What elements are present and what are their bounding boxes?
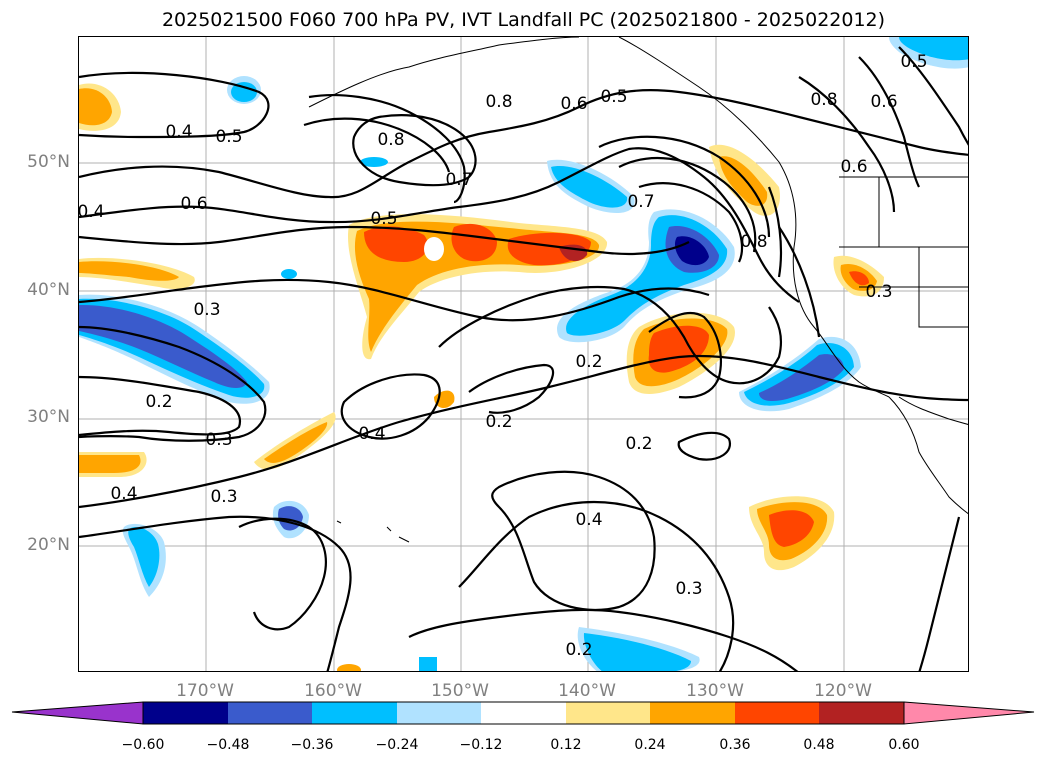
colorbar-tick-label: 0.24 bbox=[634, 737, 666, 753]
colorbar-segment bbox=[650, 702, 735, 724]
colorbar-segment bbox=[143, 702, 228, 724]
contour-label: 0.3 bbox=[205, 430, 232, 450]
colorbar-segment bbox=[397, 702, 481, 724]
colorbar-segment bbox=[481, 702, 566, 724]
contour-label: 0.8 bbox=[810, 90, 837, 110]
contour-label: 0.2 bbox=[625, 434, 652, 454]
lon-label-150w: 150°W bbox=[431, 681, 489, 701]
contour-label: 0.8 bbox=[740, 232, 767, 252]
contour-label: 0.5 bbox=[600, 87, 627, 107]
contour-label: 0.2 bbox=[145, 392, 172, 412]
contour-label: 0.3 bbox=[193, 300, 220, 320]
colorbar-tick-label: 0.12 bbox=[550, 737, 582, 753]
colorbar-segment bbox=[312, 702, 397, 724]
lat-label-20n: 20°N bbox=[27, 535, 70, 555]
map-panel[interactable]: 0.8 0.6 0.5 0.8 0.5 0.4 0.6 0.4 0.5 0.8 … bbox=[78, 36, 969, 672]
contour-label: 0.7 bbox=[445, 170, 472, 190]
contour-label: 0.4 bbox=[575, 510, 602, 530]
contour-label: 0.5 bbox=[900, 52, 927, 72]
colorbar-tick-label: −0.36 bbox=[290, 737, 334, 753]
contour-label: 0.2 bbox=[565, 640, 592, 660]
contour-label: 0.2 bbox=[575, 352, 602, 372]
colorbar-tick-label: −0.24 bbox=[375, 737, 419, 753]
contour-label: 0.3 bbox=[865, 282, 892, 302]
contour-label: 0.3 bbox=[210, 487, 237, 507]
colorbar-tick-label: 0.60 bbox=[888, 737, 920, 753]
colorbar-tick-label: 0.48 bbox=[803, 737, 835, 753]
lon-label-120w: 120°W bbox=[814, 681, 872, 701]
contour-label: 0.6 bbox=[870, 92, 897, 112]
contour-label: 0.4 bbox=[79, 202, 105, 222]
lon-label-160w: 160°W bbox=[304, 681, 362, 701]
map-title: 2025021500 F060 700 hPa PV, IVT Landfall… bbox=[161, 9, 886, 31]
lon-label-170w: 170°W bbox=[176, 681, 234, 701]
lon-label-140w: 140°W bbox=[558, 681, 616, 701]
contour-label: 0.3 bbox=[675, 579, 702, 599]
colorbar-tick-label: 0.36 bbox=[719, 737, 751, 753]
contour-label: 0.8 bbox=[485, 92, 512, 112]
colorbar-segment bbox=[228, 702, 312, 724]
colorbar-tick-label: −0.60 bbox=[121, 737, 165, 753]
colorbar-segment bbox=[566, 702, 650, 724]
contour-label: 0.7 bbox=[627, 192, 654, 212]
coastlines bbox=[308, 37, 968, 543]
contour-label: 0.5 bbox=[215, 127, 242, 147]
contour-label: 0.4 bbox=[358, 424, 385, 444]
contour-label: 0.4 bbox=[165, 122, 192, 142]
colorbar-extend-high bbox=[903, 701, 1035, 725]
colorbar-extend-low bbox=[11, 701, 144, 725]
contour-label: 0.6 bbox=[180, 194, 207, 214]
contour-label: 0.8 bbox=[377, 130, 404, 150]
contour-label: 0.6 bbox=[840, 157, 867, 177]
colorbar-segment bbox=[735, 702, 819, 724]
lon-label-130w: 130°W bbox=[686, 681, 744, 701]
pv-contours bbox=[79, 46, 968, 671]
colorbar-tick-label: −0.48 bbox=[206, 737, 250, 753]
contour-label: 0.4 bbox=[110, 484, 137, 504]
lat-label-50n: 50°N bbox=[27, 152, 70, 172]
filled-anomalies bbox=[79, 37, 968, 671]
lat-label-30n: 30°N bbox=[27, 407, 70, 427]
lat-label-40n: 40°N bbox=[27, 280, 70, 300]
contour-label: 0.5 bbox=[370, 209, 397, 229]
contour-labels: 0.8 0.6 0.5 0.8 0.5 0.4 0.6 0.4 0.5 0.8 … bbox=[79, 52, 928, 660]
contour-label: 0.2 bbox=[485, 412, 512, 432]
colorbar bbox=[11, 701, 1035, 725]
colorbar-segment bbox=[819, 702, 904, 724]
map-canvas: 0.8 0.6 0.5 0.8 0.5 0.4 0.6 0.4 0.5 0.8 … bbox=[79, 37, 968, 671]
contour-label: 0.6 bbox=[560, 94, 587, 114]
colorbar-tick-label: −0.12 bbox=[459, 737, 503, 753]
